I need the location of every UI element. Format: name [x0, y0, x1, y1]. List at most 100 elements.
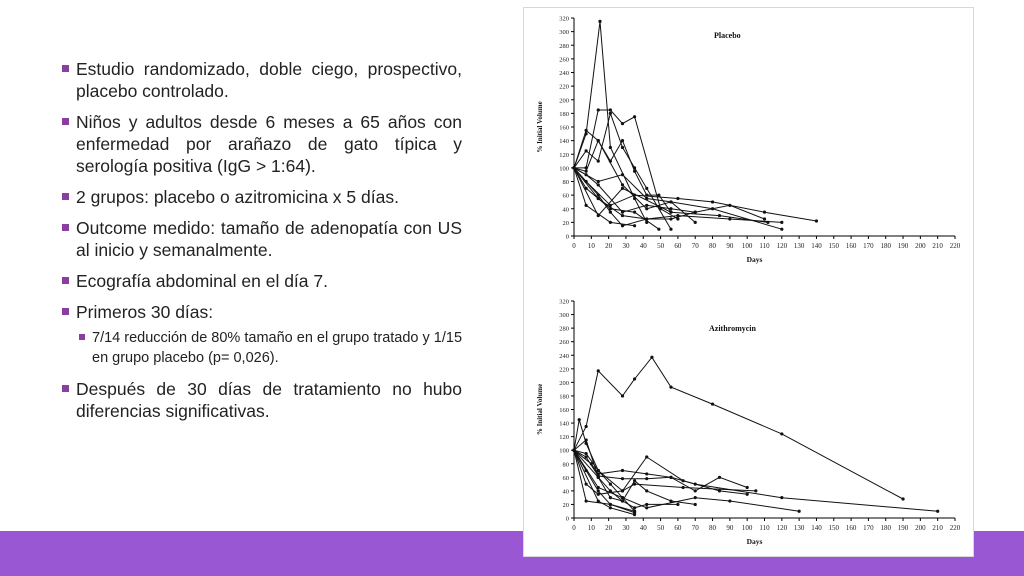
x-tick-label: 70: [692, 524, 700, 532]
x-tick-label: 150: [829, 524, 840, 532]
x-tick-label: 30: [622, 242, 630, 250]
bullet-marker: [62, 277, 69, 284]
data-point: [766, 220, 770, 224]
x-tick-label: 80: [709, 242, 717, 250]
data-point: [596, 213, 600, 218]
x-tick-label: 10: [588, 242, 596, 250]
x-tick-label: 120: [777, 524, 788, 532]
x-tick-label: 110: [759, 524, 770, 532]
sub-bullet-marker: [79, 334, 85, 340]
bullet-list: Estudio randomizado, doble ciego, prospe…: [62, 58, 462, 431]
chart-panel-1: 0204060801001201401601802002202402602803…: [536, 16, 961, 265]
chart-title: Placebo: [714, 31, 741, 40]
data-point: [669, 207, 673, 211]
data-point: [596, 183, 600, 187]
y-tick-label: 200: [559, 380, 569, 387]
data-point: [676, 217, 680, 221]
data-point: [608, 496, 612, 500]
data-point: [762, 210, 767, 214]
bullet-marker: [62, 65, 69, 72]
series-line: [573, 449, 635, 512]
data-point: [681, 485, 685, 490]
data-point: [584, 455, 588, 459]
y-tick-label: 160: [559, 407, 569, 414]
data-point: [676, 196, 680, 201]
x-tick-label: 130: [794, 524, 805, 532]
data-point: [620, 394, 625, 398]
bullet-text: Primeros 30 días:: [76, 302, 214, 322]
y-tick-label: 100: [559, 448, 569, 455]
x-tick-label: 190: [898, 524, 909, 532]
y-tick-label: 280: [559, 326, 569, 333]
x-tick-label: 90: [726, 524, 734, 532]
data-point: [780, 432, 784, 436]
x-tick-label: 30: [622, 524, 630, 532]
data-point: [728, 203, 732, 207]
y-tick-label: 100: [559, 165, 569, 172]
sub-bullet-item: 7/14 reducción de 80% tamaño en el grupo…: [62, 328, 462, 368]
data-point: [645, 455, 649, 459]
data-point: [620, 499, 625, 503]
data-point: [608, 506, 612, 510]
y-tick-label: 140: [559, 421, 569, 428]
x-tick-label: 150: [829, 242, 840, 250]
data-point: [657, 227, 661, 231]
data-point: [633, 479, 637, 483]
x-tick-label: 160: [846, 524, 857, 532]
x-tick-label: 170: [863, 524, 874, 532]
series-line: [574, 109, 679, 220]
chart-svg: 0204060801001201401601802002202402602803…: [536, 16, 961, 547]
y-tick-label: 20: [563, 220, 570, 227]
data-point: [596, 475, 600, 479]
y-tick-label: 60: [563, 193, 570, 200]
data-point: [620, 477, 625, 481]
data-point: [620, 139, 625, 143]
data-point: [669, 499, 673, 503]
x-tick-label: 180: [880, 524, 891, 532]
bullet-text: Ecografía abdominal en el día 7.: [76, 271, 328, 291]
data-point: [608, 502, 612, 507]
y-tick-label: 260: [559, 56, 569, 63]
x-tick-label: 160: [846, 242, 857, 250]
y-tick-label: 160: [559, 125, 569, 132]
x-tick-label: 200: [915, 524, 926, 532]
data-point: [645, 506, 649, 510]
x-tick-label: 0: [572, 242, 576, 250]
data-point: [657, 193, 661, 197]
data-point: [693, 220, 697, 224]
data-point: [620, 496, 625, 500]
x-tick-label: 50: [657, 242, 665, 250]
bullet-marker: [62, 385, 69, 392]
data-point: [633, 224, 637, 228]
data-point: [633, 210, 637, 214]
data-point: [596, 159, 600, 163]
data-point: [584, 468, 588, 473]
data-point: [596, 139, 600, 143]
series-line: [573, 139, 782, 230]
data-point: [584, 451, 588, 456]
x-tick-label: 180: [880, 242, 891, 250]
x-tick-label: 140: [811, 524, 822, 532]
y-tick-label: 180: [559, 111, 569, 118]
bullet-marker: [62, 308, 69, 315]
data-point: [633, 377, 637, 381]
bullet-item: 2 grupos: placebo o azitromicina x 5 día…: [62, 186, 462, 208]
y-tick-label: 320: [559, 16, 569, 23]
y-tick-label: 60: [563, 475, 570, 482]
data-point: [620, 489, 625, 493]
x-tick-label: 40: [640, 524, 648, 532]
bullet-item: Outcome medido: tamaño de adenopatía con…: [62, 217, 462, 261]
data-point: [596, 196, 600, 201]
data-point: [633, 482, 637, 486]
x-tick-label: 210: [932, 524, 943, 532]
series-line: [573, 449, 938, 512]
data-point: [584, 173, 588, 177]
x-tick-label: 210: [932, 242, 943, 250]
data-point: [608, 482, 612, 486]
data-point: [584, 149, 588, 153]
data-point: [780, 227, 784, 231]
x-tick-label: 130: [794, 242, 805, 250]
data-point: [669, 200, 673, 204]
data-point: [596, 369, 600, 373]
x-tick-label: 10: [588, 524, 596, 532]
